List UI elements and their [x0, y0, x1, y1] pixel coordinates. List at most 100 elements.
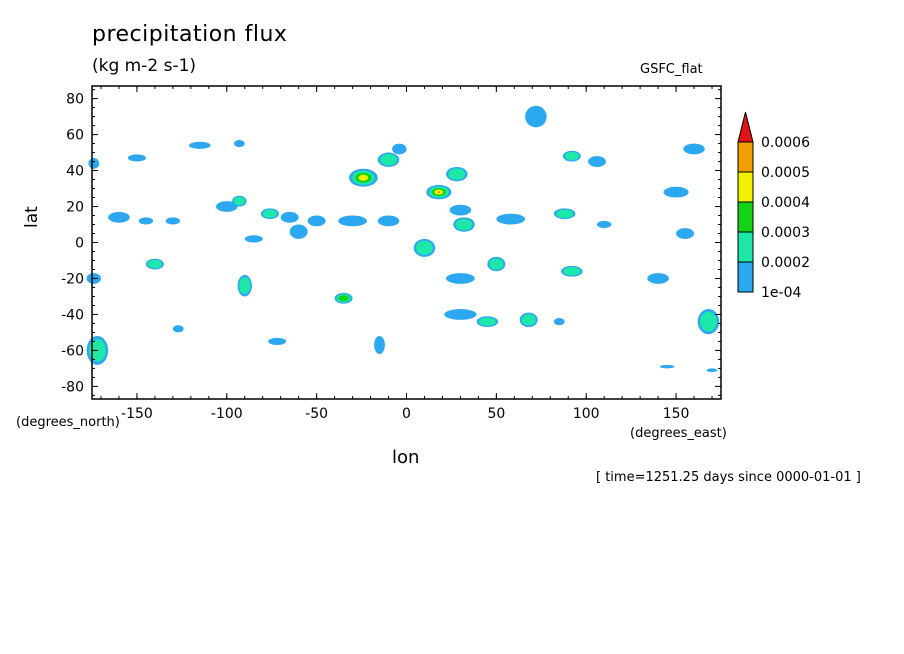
contour-level-1 — [108, 211, 130, 223]
contour-level-2 — [380, 154, 397, 166]
contour-level-1 — [374, 336, 385, 355]
contour-level-2 — [489, 258, 504, 270]
y-tick-label: 60 — [66, 128, 84, 144]
contour-level-1 — [663, 186, 689, 198]
contour-level-1 — [233, 139, 245, 148]
contour-feature — [244, 235, 263, 243]
contour-level-1 — [683, 143, 705, 155]
contour-level-1 — [496, 213, 526, 225]
colorbar-segment — [737, 171, 754, 203]
contour-feature — [647, 273, 669, 284]
contour-level-2 — [416, 240, 433, 255]
contour-level-2 — [233, 196, 245, 206]
contour-feature — [697, 309, 720, 335]
contour-level-2 — [448, 168, 466, 180]
contour-feature — [108, 211, 130, 223]
y-tick-label: -60 — [61, 343, 84, 359]
contour-level-2 — [700, 311, 717, 332]
contour-feature — [260, 208, 279, 220]
x-tick-label: 0 — [402, 406, 411, 422]
y-tick-label: 40 — [66, 164, 84, 180]
contour-level-1 — [525, 105, 547, 128]
contour-feature — [138, 217, 154, 225]
contour-feature — [476, 316, 499, 328]
colorbar-label: 0.0005 — [761, 165, 810, 181]
colorbar-extend-arrow — [737, 111, 754, 143]
y-tick-label: 20 — [66, 200, 84, 216]
y-tick-label: -40 — [61, 307, 84, 323]
colorbar-segment — [737, 141, 754, 173]
contour-level-1 — [244, 235, 263, 243]
contour-feature — [561, 265, 583, 277]
contour-feature — [453, 217, 475, 232]
contour-feature — [446, 273, 475, 284]
contour-feature — [334, 292, 353, 304]
y-tick-label: 0 — [75, 236, 84, 252]
contour-feature — [280, 211, 299, 223]
contour-feature — [237, 274, 252, 297]
contour-level-1 — [268, 337, 287, 346]
contour-level-2 — [262, 209, 277, 218]
contour-feature — [338, 215, 367, 227]
contour-feature — [165, 217, 181, 225]
colorbar-legend: 1e-04 0.0002 0.0003 0.0004 0.0005 0.0006 — [737, 111, 810, 301]
contour-level-1 — [659, 364, 675, 369]
time-label: [ time=1251.25 days since 0000-01-01 ] — [596, 470, 861, 485]
y-tick-label: -20 — [61, 271, 84, 287]
contour-level-1 — [338, 215, 367, 227]
contour-feature — [676, 228, 695, 239]
contour-feature — [189, 141, 211, 149]
contour-level-1 — [289, 224, 308, 239]
contour-level-2 — [564, 151, 579, 161]
contour-level-1 — [172, 325, 184, 333]
contour-feature — [232, 195, 247, 207]
y-axis-units: (degrees_north) — [16, 415, 120, 430]
contour-level-1 — [165, 217, 181, 225]
contour-feature — [496, 213, 526, 225]
colorbar-segment — [737, 231, 754, 263]
contour-feature — [413, 238, 436, 257]
contour-feature — [426, 184, 452, 200]
colorbar-label: 0.0003 — [761, 225, 810, 241]
x-axis-ticks: -150 -100 -50 0 50 100 150 — [100, 86, 713, 422]
contour-feature — [307, 215, 326, 227]
contour-level-1 — [88, 157, 100, 169]
contour-feature — [553, 208, 576, 220]
contour-level-1 — [553, 318, 565, 326]
contour-level-1 — [446, 273, 475, 284]
contour-feature — [268, 337, 287, 346]
y-axis-ticks: -80 -60 -40 -20 0 20 40 60 80 — [61, 89, 721, 396]
contour-feature — [683, 143, 705, 155]
colorbar-label: 0.0002 — [761, 255, 810, 271]
contour-feature — [596, 220, 612, 229]
contour-level-1 — [280, 211, 299, 223]
plot-frame — [91, 85, 722, 400]
x-tick-label: -100 — [211, 406, 243, 422]
contour-level-2 — [521, 314, 536, 326]
contour-level-1 — [189, 141, 211, 149]
contour-feature — [519, 312, 538, 328]
contour-level-1 — [307, 215, 326, 227]
x-tick-label: -50 — [305, 406, 328, 422]
contour-level-1 — [588, 156, 606, 167]
contour-level-1 — [216, 201, 238, 212]
y-tick-label: -80 — [61, 379, 84, 395]
contour-level-2 — [455, 218, 473, 231]
contour-level-1 — [127, 154, 146, 162]
source-label: GSFC_flat — [640, 62, 703, 77]
colorbar-segment — [737, 201, 754, 233]
contour-feature — [444, 309, 477, 320]
contour-feature — [562, 150, 581, 162]
contour-feature — [145, 258, 164, 270]
contour-level-1 — [676, 228, 695, 239]
contour-feature — [659, 364, 675, 369]
colorbar-label: 0.0004 — [761, 195, 810, 211]
contour-level-2 — [556, 209, 574, 218]
contour-feature — [374, 336, 385, 355]
contour-feature — [348, 168, 378, 187]
contour-level-1 — [138, 217, 154, 225]
contour-level-2 — [478, 317, 496, 326]
contour-feature — [233, 139, 245, 148]
contour-feature — [449, 204, 472, 216]
